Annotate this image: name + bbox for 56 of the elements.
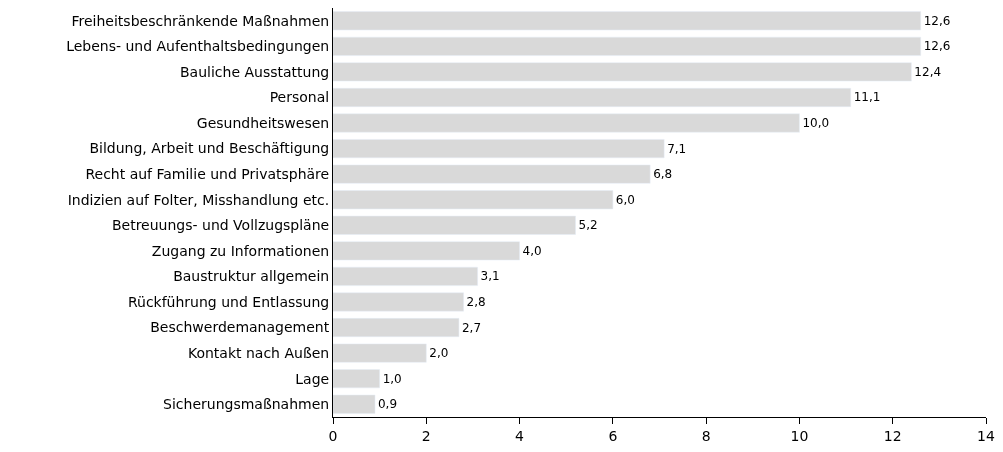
y-tick-label: Betreuungs- und Vollzugspläne <box>111 217 330 234</box>
y-tick-label: Lebens- und Aufenthaltsbedingungen <box>66 38 330 55</box>
bar <box>333 113 800 133</box>
bar <box>333 88 851 107</box>
y-tick-label: Indizien auf Folter, Misshandlung etc. <box>67 191 330 208</box>
bar <box>333 62 912 82</box>
y-tick-label: Sicherungsmaßnahmen <box>163 396 330 413</box>
y-tick-label: Bildung, Arbeit und Beschäftigung <box>89 140 330 157</box>
y-tick-label: Lage <box>295 370 330 387</box>
bar <box>333 11 921 31</box>
data-label: 6,0 <box>615 192 635 207</box>
data-label: 11,1 <box>853 90 881 105</box>
y-tick-label: Rückführung und Entlassung <box>127 293 330 310</box>
y-tick-label: Recht auf Familie und Privatsphäre <box>85 166 330 183</box>
data-label: 2,7 <box>461 320 482 335</box>
y-tick-label: Gesundheitswesen <box>196 114 330 131</box>
data-label: 10,0 <box>802 116 830 131</box>
x-tick-label: 2 <box>421 427 431 444</box>
bar <box>333 266 478 286</box>
data-label: 4,0 <box>522 243 542 258</box>
bar <box>333 394 376 414</box>
y-tick-label: Zugang zu Informationen <box>151 242 330 259</box>
x-tick-label: 10 <box>790 427 809 444</box>
data-label: 12,6 <box>923 13 951 28</box>
data-label: 12,4 <box>914 64 942 79</box>
x-tick-label: 6 <box>608 427 618 444</box>
data-label: 2,0 <box>429 346 449 361</box>
bar <box>333 139 665 159</box>
x-tick-label: 12 <box>883 427 902 444</box>
data-label: 5,2 <box>578 218 598 233</box>
data-label: 7,1 <box>667 141 687 156</box>
y-tick-label: Bauliche Ausstattung <box>180 63 330 80</box>
y-tick-label: Baustruktur allgemein <box>173 268 330 285</box>
y-tick-label: Personal <box>269 89 330 106</box>
data-label: 0,9 <box>377 397 398 412</box>
data-label: 2,8 <box>466 294 486 309</box>
bar <box>333 343 427 363</box>
data-label: 3,1 <box>480 269 500 284</box>
x-tick-label: 14 <box>977 427 995 444</box>
x-tick-label: 4 <box>515 427 525 444</box>
bar <box>333 241 520 261</box>
data-label: 1,0 <box>382 371 402 386</box>
bar <box>333 318 460 337</box>
bar <box>333 36 921 56</box>
bar <box>333 215 576 235</box>
bar <box>333 190 614 210</box>
data-label: 12,6 <box>923 39 951 54</box>
data-label: 6,8 <box>653 167 673 182</box>
y-tick-label: Freiheitsbeschränkende Maßnahmen <box>71 12 330 29</box>
bar <box>333 292 464 312</box>
bar <box>333 369 380 389</box>
x-tick-label: 8 <box>701 427 711 444</box>
y-tick-label: Beschwerdemanagement <box>150 319 330 336</box>
bar <box>333 164 651 184</box>
x-tick-label: 0 <box>328 427 338 444</box>
y-tick-label: Kontakt nach Außen <box>187 344 330 361</box>
